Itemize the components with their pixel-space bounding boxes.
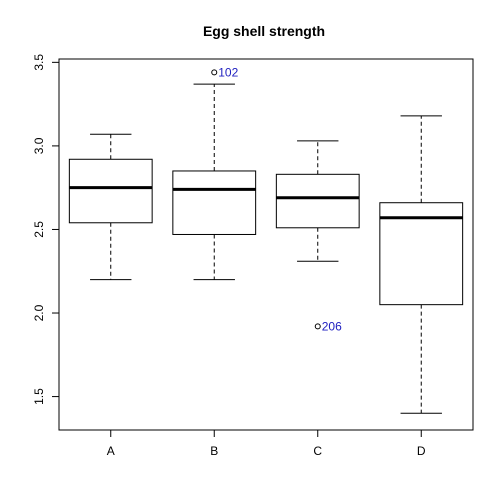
y-tick-label: 3.5 [32,54,46,71]
x-tick-label: C [313,444,322,458]
y-tick-label: 2.5 [32,221,46,238]
y-tick-label: 3.0 [32,137,46,154]
box-D [379,202,464,306]
plot-frame [58,58,474,431]
box-B [172,170,257,235]
x-tick-label: B [210,444,218,458]
outlier-label: 102 [218,65,238,79]
x-tick-label: D [417,444,426,458]
y-tick-label: 1.5 [32,388,46,405]
chart-title: Egg shell strength [203,23,325,39]
outlier-point [314,323,321,330]
x-tick-label: A [107,444,115,458]
outlier-point [211,69,218,76]
box-A [68,158,153,224]
y-tick-label: 2.0 [32,304,46,321]
plot-layer: 1.5 2.0 2.5 3.0 3.5 A B C D 102 206 [32,54,474,458]
box-C [275,173,360,229]
outlier-label: 206 [322,319,342,333]
